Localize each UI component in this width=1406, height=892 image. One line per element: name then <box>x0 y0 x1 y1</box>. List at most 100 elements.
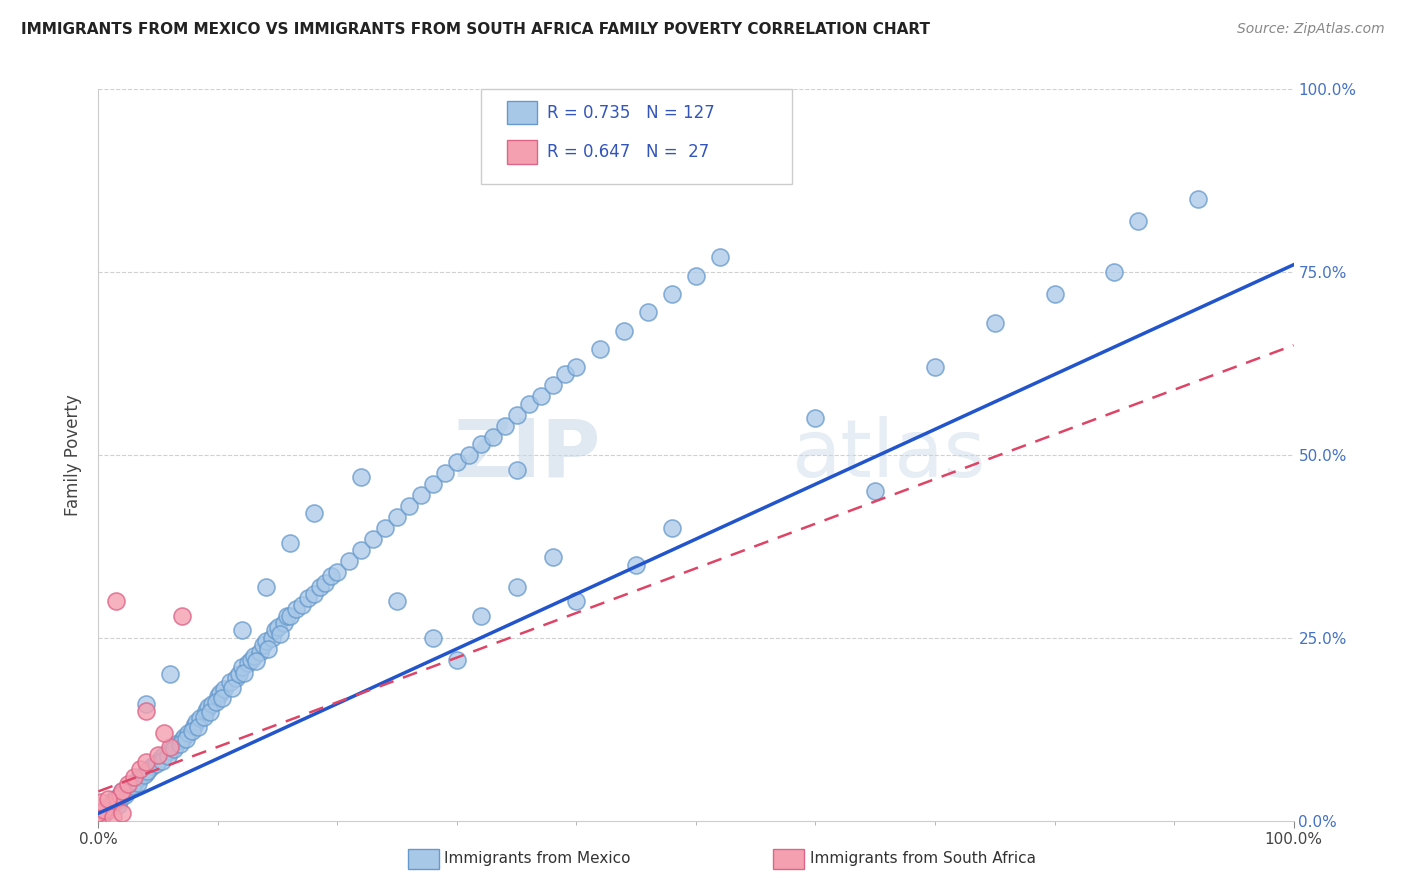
Point <box>117 780 139 795</box>
FancyBboxPatch shape <box>481 89 792 185</box>
Point <box>661 521 683 535</box>
Point <box>132 768 155 782</box>
Point <box>804 411 827 425</box>
Point <box>135 697 157 711</box>
Point <box>90 796 112 810</box>
Point <box>626 558 648 572</box>
Point <box>517 397 540 411</box>
Point <box>470 437 492 451</box>
Point <box>135 766 157 780</box>
Point <box>321 568 343 582</box>
Point <box>105 791 128 805</box>
Point <box>97 803 120 817</box>
Point <box>127 775 149 789</box>
Point <box>141 758 163 772</box>
Point <box>565 594 588 608</box>
Point <box>260 631 283 645</box>
Point <box>302 507 325 521</box>
Point <box>257 641 280 656</box>
Point <box>145 756 167 771</box>
Point <box>117 777 139 791</box>
Point <box>90 810 112 824</box>
Point <box>249 645 271 659</box>
Point <box>350 470 373 484</box>
Point <box>91 807 114 822</box>
Point <box>124 770 146 784</box>
Point <box>1043 287 1066 301</box>
Point <box>163 742 186 756</box>
Point <box>228 667 250 681</box>
Point <box>172 608 194 623</box>
Point <box>278 608 301 623</box>
Point <box>685 268 707 283</box>
Point <box>661 287 683 301</box>
Point <box>177 726 200 740</box>
Point <box>209 686 232 700</box>
Point <box>124 777 146 791</box>
Point <box>363 532 385 546</box>
Point <box>153 726 176 740</box>
Point <box>165 737 187 751</box>
Point <box>103 791 125 805</box>
Point <box>173 730 195 744</box>
Point <box>481 430 505 444</box>
Point <box>984 316 1007 330</box>
Point <box>240 653 263 667</box>
Point <box>446 455 468 469</box>
Point <box>136 764 159 778</box>
Point <box>207 690 229 704</box>
Point <box>278 535 301 549</box>
Point <box>637 305 659 319</box>
Bar <box>508 101 537 124</box>
Point <box>187 720 209 734</box>
Y-axis label: Family Poverty: Family Poverty <box>65 394 83 516</box>
Point <box>245 654 267 668</box>
Point <box>91 806 114 821</box>
Point <box>225 671 247 685</box>
Point <box>156 749 179 764</box>
Point <box>153 747 176 762</box>
Point <box>506 580 529 594</box>
Point <box>98 799 122 814</box>
Point <box>97 791 120 805</box>
Point <box>458 448 481 462</box>
Point <box>385 510 409 524</box>
Point <box>221 681 243 695</box>
Point <box>135 755 157 769</box>
Point <box>111 784 134 798</box>
Point <box>446 653 468 667</box>
Point <box>284 601 307 615</box>
Point <box>530 389 553 403</box>
Point <box>212 681 235 696</box>
Point <box>254 634 277 648</box>
Point <box>149 751 172 765</box>
Point <box>302 587 325 601</box>
Point <box>1128 214 1150 228</box>
Point <box>1187 192 1209 206</box>
Point <box>506 462 529 476</box>
Point <box>180 724 202 739</box>
Text: Immigrants from Mexico: Immigrants from Mexico <box>444 852 631 866</box>
Point <box>264 624 287 638</box>
Point <box>374 521 396 535</box>
Point <box>350 543 373 558</box>
Point <box>183 718 205 732</box>
Point <box>252 638 274 652</box>
Point <box>197 700 219 714</box>
Text: atlas: atlas <box>792 416 986 494</box>
Point <box>541 550 564 565</box>
Point <box>101 810 124 824</box>
Point <box>150 754 173 768</box>
Point <box>111 784 134 798</box>
Point <box>233 665 256 680</box>
Point <box>148 747 170 762</box>
Point <box>385 594 409 608</box>
Point <box>93 806 115 821</box>
Point <box>613 324 636 338</box>
Point <box>236 657 259 671</box>
Point <box>541 378 564 392</box>
Point <box>1104 265 1126 279</box>
Point <box>125 773 148 788</box>
Point <box>105 796 128 810</box>
Point <box>188 711 211 725</box>
